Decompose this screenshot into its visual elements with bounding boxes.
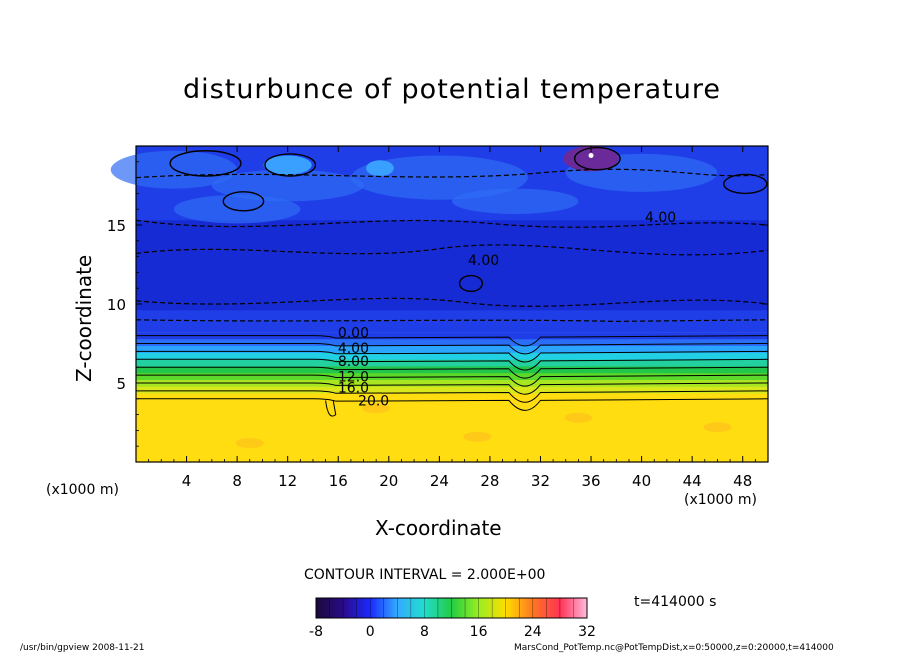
z-tick-label: 15 [107,217,126,235]
field-light-patch [173,194,301,224]
contour-line-solid [136,358,769,371]
contour-label: 20.0 [358,393,389,409]
contour-interval-label: CONTOUR INTERVAL = 2.000E+00 [304,567,546,583]
contour-line-solid [136,335,769,347]
field-gradient-band [136,379,768,388]
x-tick-label: 40 [632,472,651,490]
x-tick-label: 44 [683,472,702,490]
contour-line-solid [325,400,337,417]
colorbar-tick-label: -8 [309,624,323,640]
field-light-patch [452,188,579,214]
field-speck [235,438,264,449]
x-tick-label: 12 [278,472,297,490]
x-tick-label: 24 [430,472,449,490]
contour-closed [723,173,768,195]
x-unit-right-label: (x1000 m) [684,492,757,508]
colorbar-tick-label: 8 [420,624,429,640]
contour-closed [458,274,484,293]
field-gradient-band [136,352,768,361]
contour-line-dashed [135,244,769,256]
field-gradient-band [136,332,768,340]
footer-right: MarsCond_PotTemp.nc@PotTempDist,x=0:5000… [514,643,834,653]
field-gradient-band [136,359,768,367]
contour-label: 4.00 [645,210,676,226]
z-tick-label: 10 [107,296,126,314]
field-light-patch [350,155,528,200]
contour-label: 12.0 [338,370,369,386]
contour-closed [169,150,242,177]
x-tick-label: 8 [232,472,242,490]
field-gradient-band [136,339,768,347]
contour-line-solid [136,366,769,379]
contour-label: 4.00 [468,253,499,269]
contour-line-solid [136,390,769,403]
field-upper-dark-band [136,220,768,311]
colorbar-tick-label: 32 [578,624,596,640]
footer-left: /usr/bin/gpview 2008-11-21 [20,643,145,653]
contour-label: 0.00 [338,325,369,341]
colorbar-tick-label: 0 [366,624,375,640]
x-tick-label: 16 [329,472,348,490]
x-tick-label: 20 [379,472,398,490]
time-label: t=414000 s [634,594,717,610]
contour-line-solid [136,398,769,411]
y-axis-label: Z-coordinate [72,254,96,382]
contour-label: 16.0 [338,381,369,397]
contour-label: 8.00 [338,354,369,370]
contour-label: 4.00 [338,341,369,357]
colorbar-tick-label: 16 [470,624,488,640]
field-gradient-band [136,393,768,401]
contour-line-solid [136,343,769,355]
contour-line-solid [136,350,769,363]
contour-line-dashed [135,168,769,179]
contour-line-solid [136,382,769,395]
contour-closed [222,191,265,212]
contour-closed [264,153,317,177]
field-gradient-band [136,366,768,374]
field-speck [564,412,593,423]
z-tick-label: 5 [116,375,126,393]
field-white-spot [588,152,594,158]
x-unit-left-label: (x1000 m) [46,482,119,498]
field-bottom [136,400,768,462]
x-tick-label: 28 [480,472,499,490]
field-gradient-band [136,386,768,395]
x-tick-label: 36 [581,472,600,490]
x-tick-label: 32 [531,472,550,490]
colorbar-tick-label: 24 [524,624,542,640]
field-speck [703,422,732,433]
chart-title: disturbunce of potential temperature [183,74,721,105]
field-speck [362,403,391,414]
x-tick-label: 4 [182,472,192,490]
contour-line-dashed [135,297,769,307]
field-speck [463,431,492,442]
contour-line-solid [136,374,769,387]
contour-line-dashed [135,219,769,228]
field-light-patch [211,169,364,202]
x-tick-label: 48 [733,472,752,490]
contour-closed [573,146,621,171]
contour-line-dashed [135,319,769,322]
field-gradient-band [136,346,768,354]
field-cyan-patch [263,155,312,175]
field-cyan-patch [366,160,394,177]
field-purple-spot [563,146,619,172]
x-axis-label: X-coordinate [375,516,502,540]
